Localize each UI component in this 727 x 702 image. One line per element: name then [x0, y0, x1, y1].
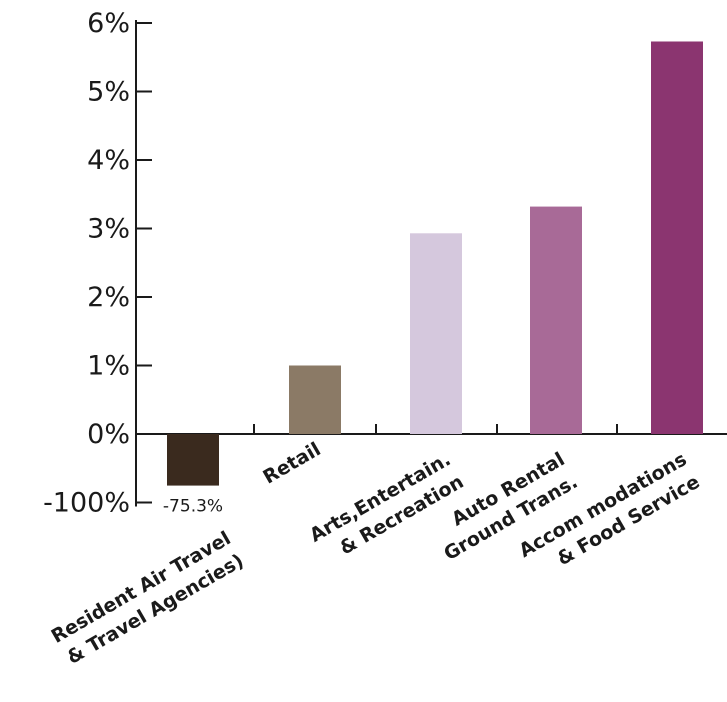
- labels: -75.3% Resident Air Travel& Travel Agenci…: [48, 438, 704, 669]
- bar: [289, 365, 341, 434]
- bar: [530, 206, 582, 434]
- y-tick-label: 6%: [87, 8, 130, 39]
- y-tick-label: 4%: [87, 145, 130, 176]
- data-label: -75.3%: [163, 497, 223, 517]
- y-tick-label: -100%: [43, 488, 130, 519]
- y-tick-label: 1%: [87, 351, 130, 382]
- bar: [167, 434, 219, 486]
- x-category-label-line: Retail: [259, 438, 324, 488]
- bar: [651, 41, 703, 435]
- y-tick-label: 3%: [87, 214, 130, 245]
- bars: [167, 41, 703, 486]
- x-category-label: Resident Air Travel& Travel Agencies): [48, 527, 248, 669]
- x-category-label: Retail: [259, 438, 324, 488]
- y-tick-label: 2%: [87, 282, 130, 313]
- y-tick-label: 5%: [87, 77, 130, 108]
- bar: [410, 233, 462, 434]
- axes: -100% 0% 1% 2% 3% 4% 5% 6%: [43, 8, 727, 519]
- y-tick-label: 0%: [87, 419, 130, 450]
